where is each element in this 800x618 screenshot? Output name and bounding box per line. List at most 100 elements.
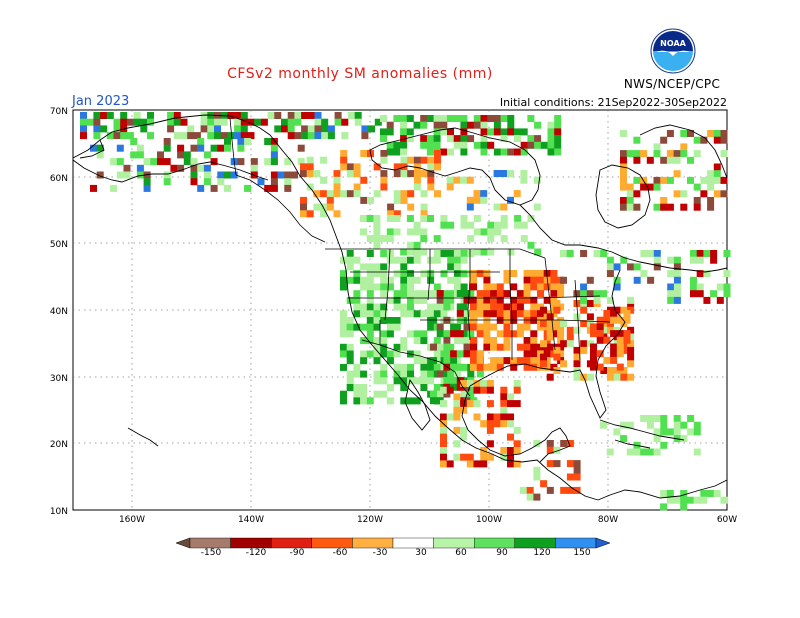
anomaly-cell bbox=[523, 357, 531, 365]
anomaly-cell bbox=[553, 306, 561, 314]
anomaly-cell bbox=[687, 156, 694, 164]
anomaly-cell bbox=[653, 415, 661, 422]
anomaly-cell bbox=[254, 118, 262, 126]
anomaly-cell bbox=[120, 132, 128, 140]
anomaly-cell bbox=[373, 303, 381, 311]
anomaly-cell bbox=[533, 440, 541, 447]
anomaly-cell bbox=[420, 384, 428, 391]
anomaly-cell bbox=[373, 283, 381, 291]
anomaly-cell bbox=[523, 343, 531, 351]
anomaly-cell bbox=[513, 460, 521, 468]
anomaly-cell bbox=[453, 256, 461, 264]
anomaly-cell bbox=[483, 283, 491, 291]
anomaly-cell bbox=[600, 290, 608, 298]
anomaly-cell bbox=[453, 323, 461, 331]
anomaly-cell bbox=[373, 390, 381, 398]
anomaly-cell bbox=[157, 158, 164, 166]
anomaly-cell bbox=[443, 336, 451, 344]
anomaly-cell bbox=[646, 183, 654, 191]
anomaly-cell bbox=[126, 118, 134, 126]
anomaly-cell bbox=[386, 276, 394, 284]
anomaly-cell bbox=[400, 135, 408, 143]
anomaly-cell bbox=[507, 196, 514, 204]
anomaly-cell bbox=[516, 296, 524, 304]
anomaly-cell bbox=[140, 118, 148, 126]
anomaly-cell bbox=[543, 296, 551, 304]
anomaly-cell bbox=[526, 486, 534, 494]
anomaly-cell bbox=[496, 357, 504, 365]
anomaly-cell bbox=[640, 183, 648, 191]
anomaly-cell bbox=[360, 283, 368, 291]
anomaly-cell bbox=[413, 377, 421, 385]
anomaly-cell bbox=[473, 413, 481, 421]
anomaly-cell bbox=[321, 132, 329, 140]
anomaly-cell bbox=[183, 151, 191, 159]
anomaly-cell bbox=[380, 317, 388, 324]
anomaly-cell bbox=[340, 270, 347, 278]
anomaly-cell bbox=[274, 125, 282, 133]
anomaly-cell bbox=[413, 296, 421, 304]
anomaly-cell bbox=[560, 276, 567, 284]
anomaly-cell bbox=[426, 141, 434, 149]
anomaly-cell bbox=[366, 317, 374, 324]
anomaly-cell bbox=[314, 118, 322, 126]
anomaly-cell bbox=[680, 496, 688, 504]
anomaly-cell bbox=[453, 141, 461, 149]
anomaly-cell bbox=[627, 340, 635, 348]
anomaly-cell bbox=[234, 112, 242, 119]
anomaly-cell bbox=[427, 370, 435, 378]
anomaly-cell bbox=[710, 250, 718, 257]
anomaly-cell bbox=[400, 290, 408, 298]
anomaly-cell bbox=[480, 148, 488, 156]
anomaly-cell bbox=[426, 148, 434, 156]
anomaly-cell bbox=[673, 150, 681, 158]
anomaly-cell bbox=[373, 357, 381, 365]
anomaly-cell bbox=[510, 357, 518, 365]
anomaly-cell bbox=[400, 141, 408, 149]
anomaly-cell bbox=[660, 503, 668, 511]
anomaly-cell bbox=[393, 228, 401, 236]
anomaly-cell bbox=[626, 183, 634, 191]
anomaly-cell bbox=[540, 320, 547, 328]
anomaly-cell bbox=[400, 384, 408, 391]
logo-text: NOAA bbox=[660, 39, 686, 48]
anomaly-cell bbox=[507, 128, 515, 136]
anomaly-cell bbox=[360, 323, 368, 331]
anomaly-cell bbox=[494, 221, 501, 229]
anomaly-cell bbox=[360, 384, 368, 391]
colorbar-swatch bbox=[433, 537, 475, 549]
anomaly-cell bbox=[503, 343, 511, 351]
anomaly-cell bbox=[407, 363, 414, 371]
anomaly-cell bbox=[520, 148, 528, 156]
anomaly-cell bbox=[503, 330, 511, 338]
anomaly-cell bbox=[300, 210, 307, 218]
anomaly-cell bbox=[467, 370, 475, 378]
anomaly-cell bbox=[386, 397, 394, 405]
anomaly-cell bbox=[340, 163, 348, 171]
anomaly-cell bbox=[673, 415, 681, 422]
anomaly-cell bbox=[573, 373, 581, 381]
anomaly-cell bbox=[503, 323, 511, 331]
anomaly-cell bbox=[620, 150, 627, 158]
anomaly-cell bbox=[440, 426, 447, 434]
colorbar-tick-label: -60 bbox=[333, 548, 348, 558]
anomaly-cell bbox=[190, 171, 198, 179]
anomaly-cell bbox=[560, 486, 568, 494]
anomaly-cell bbox=[687, 130, 694, 137]
anomaly-cell bbox=[360, 357, 368, 365]
noaa-logo: NOAA bbox=[650, 28, 696, 74]
anomaly-cell bbox=[470, 337, 477, 344]
anomaly-cell bbox=[284, 184, 292, 192]
anomaly-cell bbox=[177, 151, 185, 159]
anomaly-cell bbox=[493, 413, 501, 421]
anomaly-cell bbox=[547, 121, 555, 129]
anomaly-cell bbox=[380, 337, 388, 345]
anomaly-cell bbox=[420, 141, 428, 149]
anomaly-cell bbox=[427, 156, 435, 164]
anomaly-cell bbox=[380, 183, 388, 191]
anomaly-cell bbox=[553, 300, 561, 307]
anomaly-cell bbox=[237, 138, 245, 145]
anomaly-cell bbox=[106, 132, 114, 140]
anomaly-cell bbox=[321, 118, 329, 126]
anomaly-cell bbox=[546, 440, 554, 447]
